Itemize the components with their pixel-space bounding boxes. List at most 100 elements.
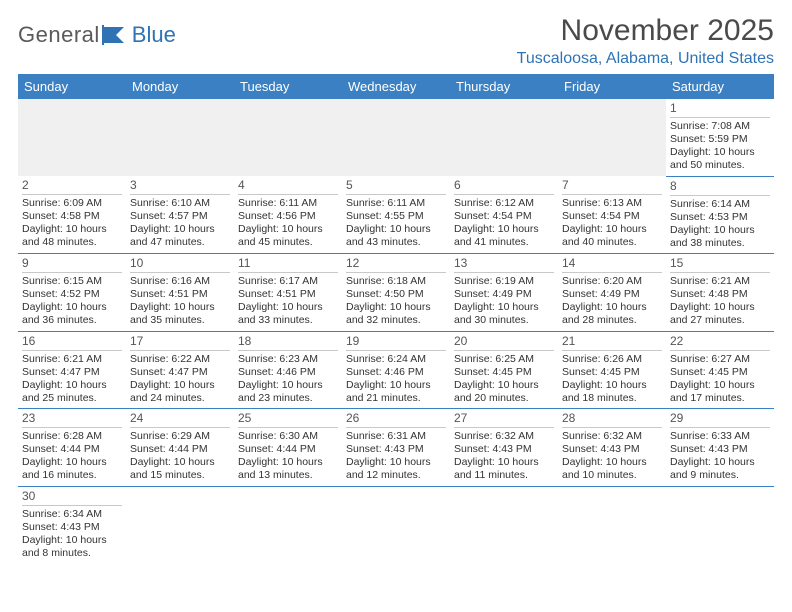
weekday-header: Sunday [18,74,126,99]
empty-cell [450,99,558,176]
sunrise-text: Sunrise: 6:23 AM [238,353,338,366]
sunset-text: Sunset: 4:54 PM [454,210,554,223]
daylight-text: Daylight: 10 hours and 50 minutes. [670,146,770,172]
sunset-text: Sunset: 4:43 PM [454,443,554,456]
sunset-text: Sunset: 4:49 PM [454,288,554,301]
daylight-text: Daylight: 10 hours and 15 minutes. [130,456,230,482]
calendar-row: 2Sunrise: 6:09 AMSunset: 4:58 PMDaylight… [18,176,774,254]
title-block: November 2025 Tuscaloosa, Alabama, Unite… [517,14,774,68]
daylight-text: Daylight: 10 hours and 30 minutes. [454,301,554,327]
sunset-text: Sunset: 4:51 PM [130,288,230,301]
sunrise-text: Sunrise: 6:32 AM [454,430,554,443]
daylight-text: Daylight: 10 hours and 20 minutes. [454,379,554,405]
sunset-text: Sunset: 5:59 PM [670,133,770,146]
weekday-header: Saturday [666,74,774,99]
daylight-text: Daylight: 10 hours and 10 minutes. [562,456,662,482]
day-cell: 16Sunrise: 6:21 AMSunset: 4:47 PMDayligh… [18,331,126,409]
empty-cell [558,99,666,176]
flag-icon [102,25,130,45]
sunset-text: Sunset: 4:52 PM [22,288,122,301]
sunrise-text: Sunrise: 6:34 AM [22,508,122,521]
sunset-text: Sunset: 4:43 PM [562,443,662,456]
sunrise-text: Sunrise: 6:18 AM [346,275,446,288]
sunset-text: Sunset: 4:44 PM [22,443,122,456]
day-cell: 29Sunrise: 6:33 AMSunset: 4:43 PMDayligh… [666,409,774,487]
sunrise-text: Sunrise: 6:33 AM [670,430,770,443]
day-cell: 30Sunrise: 6:34 AMSunset: 4:43 PMDayligh… [18,486,126,563]
day-number: 10 [130,256,230,273]
sunset-text: Sunset: 4:58 PM [22,210,122,223]
day-number: 18 [238,334,338,351]
daylight-text: Daylight: 10 hours and 33 minutes. [238,301,338,327]
sunrise-text: Sunrise: 6:15 AM [22,275,122,288]
sunrise-text: Sunrise: 6:19 AM [454,275,554,288]
sunrise-text: Sunrise: 7:08 AM [670,120,770,133]
day-number: 21 [562,334,662,351]
daylight-text: Daylight: 10 hours and 38 minutes. [670,224,770,250]
day-number: 7 [562,178,662,195]
sunrise-text: Sunrise: 6:25 AM [454,353,554,366]
day-number: 8 [670,179,770,196]
day-cell: 1 Sunrise: 7:08 AMSunset: 5:59 PMDaylight… [666,99,774,176]
empty-cell [342,486,450,563]
day-cell: 24Sunrise: 6:29 AMSunset: 4:44 PMDayligh… [126,409,234,487]
empty-cell [126,99,234,176]
day-number: 15 [670,256,770,273]
daylight-text: Daylight: 10 hours and 45 minutes. [238,223,338,249]
calendar-row: 23Sunrise: 6:28 AMSunset: 4:44 PMDayligh… [18,409,774,487]
day-number: 22 [670,334,770,351]
sunset-text: Sunset: 4:43 PM [22,521,122,534]
sunrise-text: Sunrise: 6:10 AM [130,197,230,210]
sunrise-text: Sunrise: 6:20 AM [562,275,662,288]
empty-cell [234,486,342,563]
sunset-text: Sunset: 4:48 PM [670,288,770,301]
empty-cell [558,486,666,563]
empty-cell [666,486,774,563]
day-cell: 25Sunrise: 6:30 AMSunset: 4:44 PMDayligh… [234,409,342,487]
day-cell: 27Sunrise: 6:32 AMSunset: 4:43 PMDayligh… [450,409,558,487]
weekday-header: Wednesday [342,74,450,99]
sunrise-text: Sunrise: 6:12 AM [454,197,554,210]
daylight-text: Daylight: 10 hours and 41 minutes. [454,223,554,249]
day-number: 11 [238,256,338,273]
daylight-text: Daylight: 10 hours and 17 minutes. [670,379,770,405]
day-cell: 23Sunrise: 6:28 AMSunset: 4:44 PMDayligh… [18,409,126,487]
day-cell: 20Sunrise: 6:25 AMSunset: 4:45 PMDayligh… [450,331,558,409]
page-title: November 2025 [517,14,774,48]
day-cell: 13Sunrise: 6:19 AMSunset: 4:49 PMDayligh… [450,254,558,332]
day-number: 28 [562,411,662,428]
daylight-text: Daylight: 10 hours and 28 minutes. [562,301,662,327]
daylight-text: Daylight: 10 hours and 32 minutes. [346,301,446,327]
sunset-text: Sunset: 4:44 PM [238,443,338,456]
day-cell: 14Sunrise: 6:20 AMSunset: 4:49 PMDayligh… [558,254,666,332]
day-cell: 10Sunrise: 6:16 AMSunset: 4:51 PMDayligh… [126,254,234,332]
daylight-text: Daylight: 10 hours and 43 minutes. [346,223,446,249]
day-cell: 19Sunrise: 6:24 AMSunset: 4:46 PMDayligh… [342,331,450,409]
weekday-header-row: Sunday Monday Tuesday Wednesday Thursday… [18,74,774,99]
sunset-text: Sunset: 4:50 PM [346,288,446,301]
empty-cell [342,99,450,176]
sunset-text: Sunset: 4:46 PM [346,366,446,379]
sunset-text: Sunset: 4:43 PM [346,443,446,456]
day-cell: 5Sunrise: 6:11 AMSunset: 4:55 PMDaylight… [342,176,450,254]
sunrise-text: Sunrise: 6:17 AM [238,275,338,288]
day-number: 24 [130,411,230,428]
day-cell: 15 Sunrise: 6:21 AMSunset: 4:48 PMDayligh… [666,254,774,332]
day-cell: 8Sunrise: 6:14 AMSunset: 4:53 PMDaylight… [666,176,774,254]
daylight-text: Daylight: 10 hours and 16 minutes. [22,456,122,482]
header: General Blue November 2025 Tuscaloosa, A… [18,14,774,68]
daylight-text: Daylight: 10 hours and 9 minutes. [670,456,770,482]
daylight-text: Daylight: 10 hours and 25 minutes. [22,379,122,405]
day-number: 17 [130,334,230,351]
day-cell: 4Sunrise: 6:11 AMSunset: 4:56 PMDaylight… [234,176,342,254]
sunset-text: Sunset: 4:45 PM [562,366,662,379]
day-number: 5 [346,178,446,195]
day-number: 1 [670,101,770,118]
sunrise-text: Sunrise: 6:22 AM [130,353,230,366]
day-cell: 26Sunrise: 6:31 AMSunset: 4:43 PMDayligh… [342,409,450,487]
daylight-text: Daylight: 10 hours and 27 minutes. [670,301,770,327]
weekday-header: Thursday [450,74,558,99]
sunrise-text: Sunrise: 6:30 AM [238,430,338,443]
sunrise-text: Sunrise: 6:21 AM [670,275,770,288]
day-number: 2 [22,178,122,195]
